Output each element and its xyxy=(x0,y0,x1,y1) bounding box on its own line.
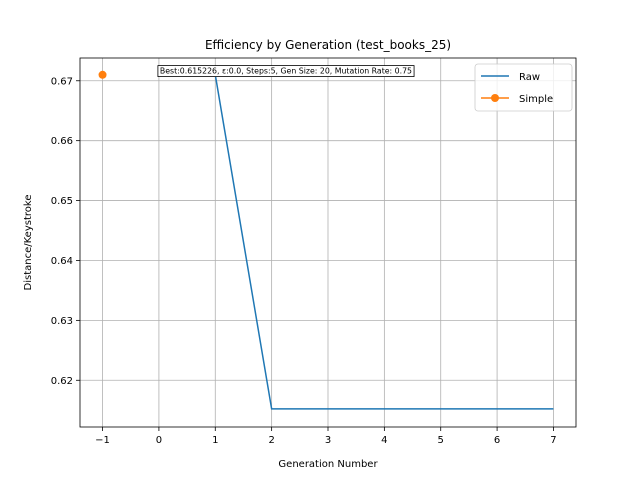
series-layer xyxy=(98,70,554,410)
legend-label-simple: Simple xyxy=(519,94,553,105)
y-tick-label: 0.65 xyxy=(51,196,73,207)
x-tick-label: 4 xyxy=(381,435,387,446)
x-tick-label: 1 xyxy=(212,435,218,446)
x-tick-label: 3 xyxy=(325,435,331,446)
x-tick-label: 5 xyxy=(438,435,444,446)
series-line-raw xyxy=(214,74,554,410)
y-tick-label: 0.64 xyxy=(51,256,73,267)
y-tick-label: 0.66 xyxy=(51,136,73,147)
y-axis-label: Distance/Keystroke xyxy=(23,195,34,291)
x-tick-label: −1 xyxy=(95,435,110,446)
legend: Raw Simple xyxy=(474,63,573,112)
data-point-simple xyxy=(98,70,107,79)
y-tick-label: 0.62 xyxy=(51,376,73,387)
legend-marker-simple xyxy=(491,94,499,102)
y-tick-label: 0.63 xyxy=(51,316,73,327)
chart-title: Efficiency by Generation (test_books_25) xyxy=(205,38,451,52)
x-tick-label: 0 xyxy=(156,435,162,446)
x-axis-label: Generation Number xyxy=(278,459,378,470)
x-tick-label: 7 xyxy=(550,435,556,446)
grid xyxy=(80,58,576,427)
annotation-frame xyxy=(157,65,415,77)
annotation-text: Best:0.615226, ε:0.0, Steps:5, Gen Size:… xyxy=(160,67,412,76)
legend-label-raw: Raw xyxy=(519,72,540,83)
x-tick-label: 6 xyxy=(494,435,500,446)
y-tick-label: 0.67 xyxy=(51,76,73,87)
annotation-box: Best:0.615226, ε:0.0, Steps:5, Gen Size:… xyxy=(157,65,415,77)
ticks: −1 0 1 2 3 4 5 6 7 0.62 0.63 0.64 0.65 0.66 0.67 xyxy=(51,76,557,446)
x-tick-label: 2 xyxy=(268,435,274,446)
